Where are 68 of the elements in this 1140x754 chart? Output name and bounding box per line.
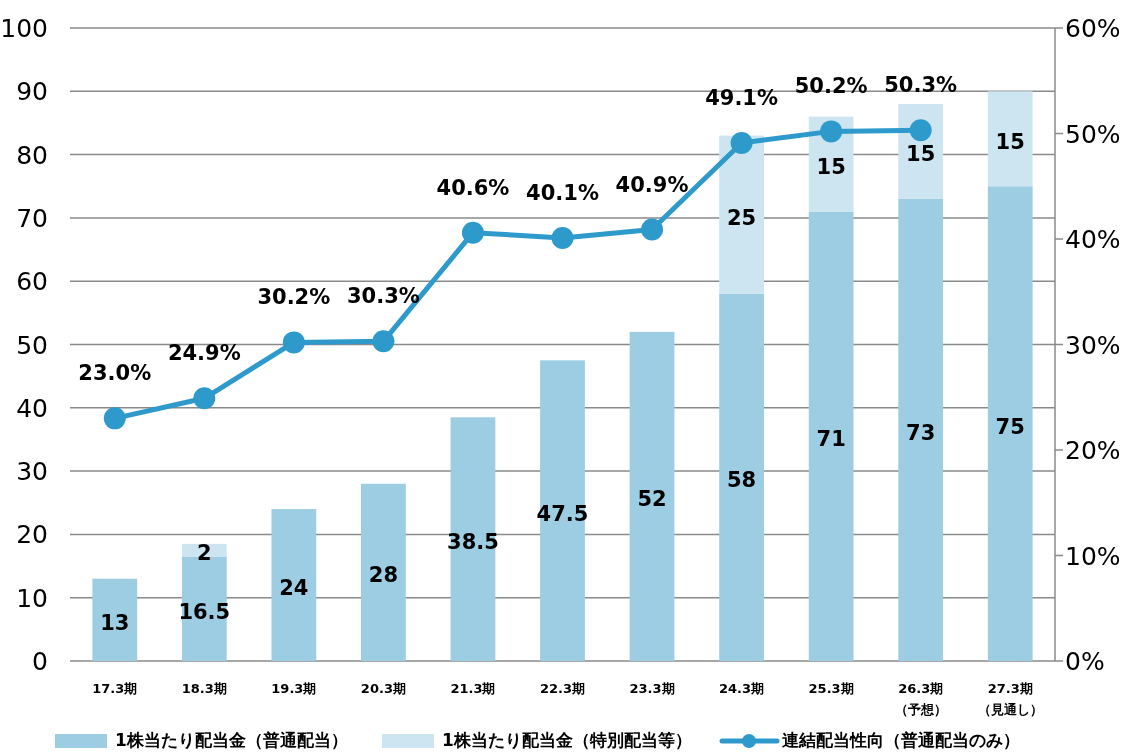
legend-label: 1株当たり配当金（普通配当） [115, 730, 348, 750]
data-label: 16.5 [178, 599, 231, 624]
data-label: 15 [906, 142, 936, 167]
data-label: 15 [816, 155, 846, 180]
bar [450, 417, 496, 661]
bar [719, 135, 764, 294]
y-tick-label: 90 [16, 77, 48, 107]
y-tick-label: 80 [16, 140, 48, 170]
data-label: 58 [726, 468, 757, 493]
point [103, 407, 126, 430]
bar [898, 198, 944, 661]
data-label: 25 [726, 205, 757, 230]
y-tick-label: 40 [16, 393, 48, 423]
bar [271, 509, 317, 661]
y2-tick-label: 60% [1065, 14, 1121, 43]
data-label: 75 [995, 414, 1025, 439]
data-label: 73 [906, 420, 936, 445]
y2-tick-label: 50% [1065, 119, 1121, 149]
data-label: 24 [279, 576, 309, 601]
data-label: 50.2% [794, 74, 868, 99]
data-label: 40.9% [615, 172, 689, 197]
data-label: 30.2% [257, 285, 331, 310]
point [193, 387, 216, 410]
legend-label: 連結配当性向（普通配当のみ） [782, 730, 1020, 750]
y-tick-label: 50 [16, 330, 48, 360]
point [909, 119, 932, 142]
point [551, 226, 574, 249]
y2-tick-label: 0% [1065, 647, 1105, 676]
bar [361, 483, 406, 661]
bar [629, 331, 675, 661]
data-label: 2 [197, 541, 212, 566]
y-tick-label: 100 [0, 14, 48, 43]
bar [987, 186, 1033, 661]
data-label: 40.1% [526, 180, 599, 205]
point [282, 331, 305, 354]
data-label: 40.6% [436, 175, 510, 200]
data-label: 23.0% [78, 361, 152, 386]
data-label: 38.5 [447, 530, 499, 555]
y-tick-label: 10 [16, 583, 48, 613]
point [641, 218, 664, 241]
data-label: 24.9% [167, 341, 241, 366]
y2-tick-label: 30% [1065, 330, 1121, 360]
y2-tick-label: 20% [1065, 436, 1121, 465]
point [461, 221, 484, 244]
y-tick-label: 20 [16, 520, 48, 550]
y-tick-label: 30 [16, 457, 48, 487]
y-tick-label: 0 [32, 647, 48, 676]
data-label: 71 [816, 427, 846, 452]
bar [808, 211, 854, 661]
y2-tick-label: 10% [1065, 541, 1121, 571]
y2-tick-label: 40% [1065, 225, 1121, 254]
data-label: 49.1% [705, 86, 779, 110]
legend-label: 1株当たり配当金（特別配当等） [442, 730, 692, 750]
data-label: 50.3% [884, 73, 958, 98]
bar [987, 91, 1033, 187]
data-label: 28 [368, 563, 399, 588]
point [820, 120, 843, 143]
data-label: 13 [100, 610, 130, 635]
y-tick-label: 70 [16, 203, 48, 233]
data-label: 47.5 [536, 501, 589, 526]
bar [719, 293, 764, 661]
point [372, 330, 395, 353]
data-label: 30.3% [346, 284, 420, 309]
data-label: 15 [995, 129, 1025, 154]
bar [92, 578, 138, 661]
y-tick-label: 60 [16, 267, 48, 297]
point [730, 132, 753, 154]
data-label: 52 [637, 487, 667, 512]
